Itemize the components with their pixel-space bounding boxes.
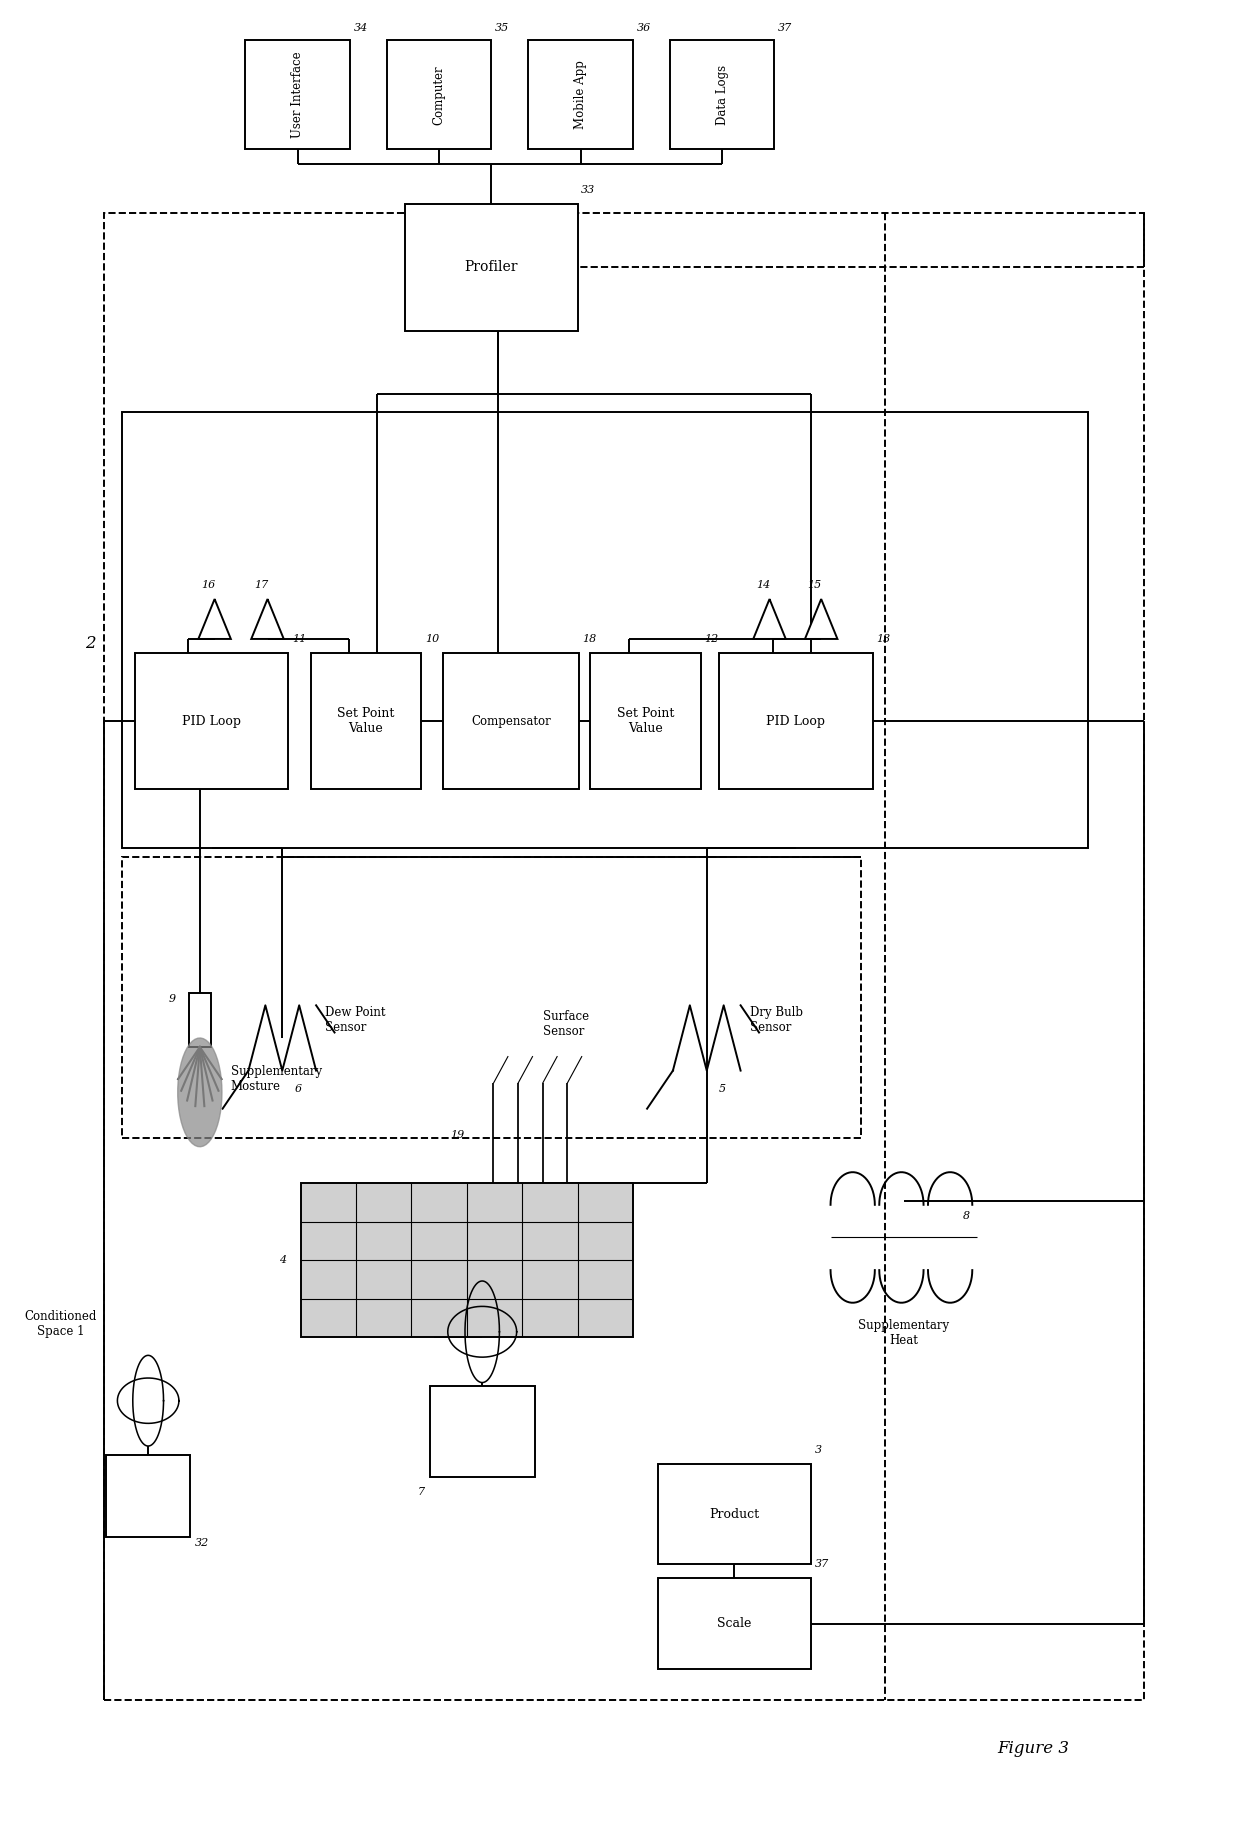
Text: 18: 18 xyxy=(583,634,596,645)
Polygon shape xyxy=(252,599,284,640)
Bar xyxy=(590,654,701,789)
Bar xyxy=(657,1465,811,1563)
Text: 33: 33 xyxy=(582,184,595,195)
Text: 16: 16 xyxy=(201,579,216,590)
Text: Set Point
Value: Set Point Value xyxy=(337,707,394,736)
Text: 12: 12 xyxy=(704,634,718,645)
Text: Surface
Sensor: Surface Sensor xyxy=(543,1009,589,1039)
Text: PID Loop: PID Loop xyxy=(766,714,826,729)
Text: 9: 9 xyxy=(169,993,176,1004)
Text: 34: 34 xyxy=(353,24,368,33)
Text: Profiler: Profiler xyxy=(465,261,518,273)
Text: Product: Product xyxy=(709,1507,760,1521)
Bar xyxy=(246,40,350,149)
Text: 19: 19 xyxy=(450,1130,465,1141)
Bar xyxy=(301,1182,632,1337)
Text: Figure 3: Figure 3 xyxy=(997,1740,1069,1758)
Text: User Interface: User Interface xyxy=(291,51,304,138)
Bar xyxy=(670,40,775,149)
Text: 17: 17 xyxy=(254,579,268,590)
Bar xyxy=(430,1387,534,1478)
Text: 6: 6 xyxy=(295,1084,301,1095)
Text: Scale: Scale xyxy=(717,1618,751,1631)
Text: 11: 11 xyxy=(293,634,306,645)
Text: 13: 13 xyxy=(877,634,890,645)
Text: 14: 14 xyxy=(756,579,770,590)
Polygon shape xyxy=(753,599,786,640)
Text: 35: 35 xyxy=(495,24,510,33)
Bar xyxy=(657,1578,811,1669)
Text: 15: 15 xyxy=(807,579,822,590)
Polygon shape xyxy=(805,599,837,640)
Text: 3: 3 xyxy=(815,1445,822,1456)
Text: Data Logs: Data Logs xyxy=(715,66,729,126)
Text: 7: 7 xyxy=(418,1487,425,1498)
Text: Supplementary
Heat: Supplementary Heat xyxy=(858,1319,949,1346)
Bar xyxy=(123,412,1089,847)
Polygon shape xyxy=(177,1039,222,1146)
Text: 2: 2 xyxy=(86,636,95,652)
Bar xyxy=(188,993,211,1048)
Text: 36: 36 xyxy=(636,24,651,33)
Polygon shape xyxy=(198,599,231,640)
Text: Mobile App: Mobile App xyxy=(574,60,588,129)
Bar xyxy=(528,40,632,149)
Bar xyxy=(387,40,491,149)
Text: 10: 10 xyxy=(425,634,439,645)
Text: Set Point
Value: Set Point Value xyxy=(616,707,673,736)
Text: Supplementary
Mosture: Supplementary Mosture xyxy=(231,1066,321,1093)
Text: Compensator: Compensator xyxy=(471,714,551,729)
Bar xyxy=(719,654,873,789)
Text: Dry Bulb
Sensor: Dry Bulb Sensor xyxy=(750,1006,802,1033)
Text: 32: 32 xyxy=(195,1538,210,1547)
Bar xyxy=(107,1456,190,1536)
Bar xyxy=(123,856,861,1137)
Text: 4: 4 xyxy=(279,1255,286,1264)
Bar xyxy=(405,204,578,330)
Bar xyxy=(135,654,289,789)
Text: 5: 5 xyxy=(719,1084,727,1095)
Text: Dew Point
Sensor: Dew Point Sensor xyxy=(325,1006,386,1033)
Text: Computer: Computer xyxy=(433,66,445,124)
Text: PID Loop: PID Loop xyxy=(182,714,241,729)
Text: 37: 37 xyxy=(779,24,792,33)
Text: 37: 37 xyxy=(815,1560,830,1569)
Bar xyxy=(104,213,1143,1700)
Text: 8: 8 xyxy=(962,1212,970,1221)
Bar xyxy=(310,654,422,789)
Text: Conditioned
Space 1: Conditioned Space 1 xyxy=(24,1310,97,1337)
Bar xyxy=(444,654,579,789)
